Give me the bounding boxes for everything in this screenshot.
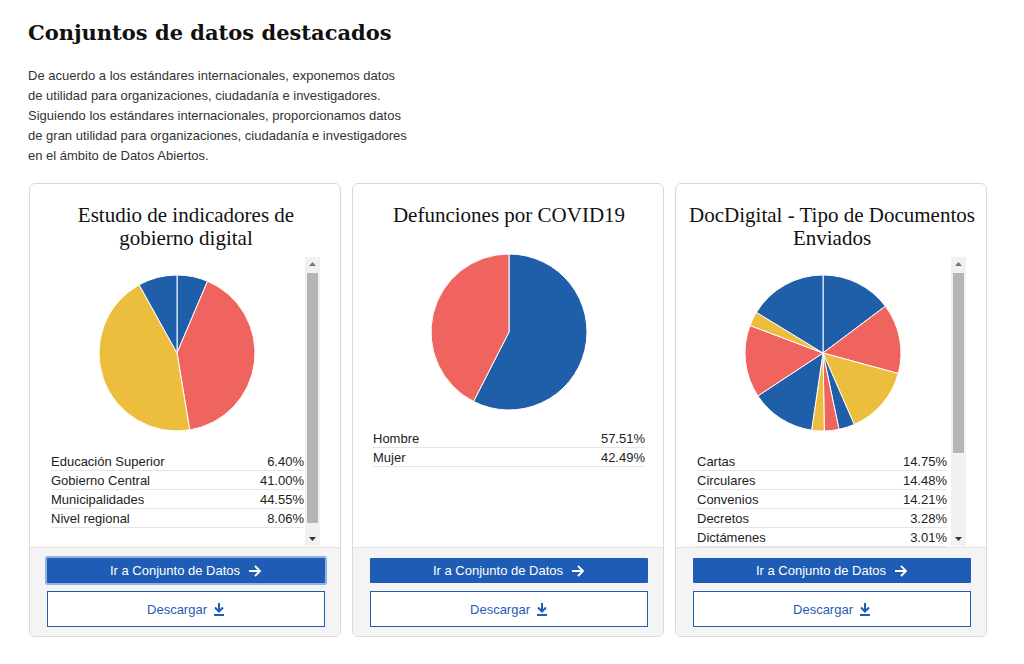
pie-slice[interactable] — [139, 275, 177, 353]
download-icon — [536, 602, 548, 616]
scroll-thumb[interactable] — [953, 273, 964, 453]
legend-label: Educación Superior — [51, 452, 164, 470]
button-label: Ir a Conjunto de Datos — [433, 563, 563, 578]
legend-label: Circulares — [697, 471, 756, 489]
legend-row: Mujer 42.49% — [373, 448, 645, 467]
scroll-arrows — [305, 257, 320, 546]
arrow-icon — [248, 565, 262, 577]
open-dataset-button[interactable]: Ir a Conjunto de Datos — [693, 558, 971, 583]
dataset-card: Defunciones por COVID19Hombre57.51%Mujer… — [352, 183, 664, 637]
card-footer: Ir a Conjunto de Datos Descargar — [30, 547, 340, 636]
download-path — [860, 603, 870, 615]
open-dataset-button[interactable]: Ir a Conjunto de Datos — [370, 558, 648, 583]
button-label: Ir a Conjunto de Datos — [756, 563, 886, 578]
legend-label: Dictámenes — [697, 528, 766, 546]
scroll-up[interactable] — [309, 262, 316, 266]
legend-row: Gobierno Central 41.00% — [51, 471, 304, 490]
legend-row: Cartas 14.75% — [697, 452, 947, 471]
legend-label: Decretos — [697, 509, 749, 527]
scroll-down[interactable] — [955, 537, 962, 541]
dataset-card: DocDigital - Tipo de Documentos Enviados… — [675, 183, 987, 637]
scrollbar[interactable] — [951, 257, 966, 546]
legend-value: 3.01% — [910, 528, 947, 546]
legend-value: 14.75% — [903, 452, 947, 470]
legend-value: 57.51% — [601, 429, 645, 447]
legend-value: 8.06% — [267, 509, 304, 527]
download-path — [214, 603, 224, 615]
download-icon — [213, 602, 225, 616]
chart-title: DocDigital - Tipo de Documentos Enviados — [686, 204, 978, 250]
download-icon — [859, 602, 871, 616]
legend-row: Nivel regional 8.06% — [51, 509, 304, 528]
legend-value: 44.55% — [260, 490, 304, 508]
legend-label: Hombre — [373, 429, 419, 447]
pie-group — [745, 275, 901, 431]
legend: Cartas 14.75% Circulares 14.48% Convenios 14.… — [697, 452, 947, 547]
legend: Hombre 57.51% Mujer 42.49% — [373, 429, 645, 547]
legend-value: 41.00% — [260, 471, 304, 489]
legend-row: Hombre 57.51% — [373, 429, 645, 448]
pie-chart — [353, 184, 663, 444]
legend-value: 42.49% — [601, 448, 645, 466]
legend-label: Municipalidades — [51, 490, 144, 508]
pie-group — [431, 254, 587, 410]
scroll-arrows — [951, 257, 966, 546]
legend-row: Decretos 3.28% — [697, 509, 947, 528]
arrow-path — [249, 566, 260, 576]
scroll-down[interactable] — [309, 537, 316, 541]
legend-value: 6.40% — [267, 452, 304, 470]
download-button[interactable]: Descargar — [693, 591, 971, 627]
legend-row: Municipalidades 44.55% — [51, 490, 304, 509]
legend-label: Gobierno Central — [51, 471, 150, 489]
legend-value: 3.28% — [910, 509, 947, 527]
download-path — [537, 603, 547, 615]
button-label: Descargar — [147, 602, 207, 617]
legend-value: 14.48% — [903, 471, 947, 489]
card-footer: Ir a Conjunto de Datos Descargar — [676, 547, 986, 636]
legend-row: Dictámenes 3.01% — [697, 528, 947, 547]
card-footer: Ir a Conjunto de Datos Descargar — [353, 547, 663, 636]
pie-slice[interactable] — [756, 275, 823, 353]
intro-text: De acuerdo a los estándares internaciona… — [28, 66, 408, 166]
arrow-icon — [571, 565, 585, 577]
pie-chart — [30, 184, 340, 444]
legend: Educación Superior 6.40% Gobierno Central 4… — [51, 452, 304, 547]
open-dataset-button[interactable]: Ir a Conjunto de Datos — [47, 558, 325, 583]
legend-row: Educación Superior 6.40% — [51, 452, 304, 471]
button-label: Ir a Conjunto de Datos — [110, 563, 240, 578]
pie-chart — [676, 184, 986, 444]
dataset-card: Estudio de indicadores de gobierno digit… — [29, 183, 341, 637]
button-label: Descargar — [793, 602, 853, 617]
legend-label: Convenios — [697, 490, 758, 508]
page-title: Conjuntos de datos destacados — [28, 20, 392, 45]
legend-row: Convenios 14.21% — [697, 490, 947, 509]
chart-title: Estudio de indicadores de gobierno digit… — [40, 204, 332, 250]
button-label: Descargar — [470, 602, 530, 617]
legend-label: Cartas — [697, 452, 735, 470]
download-button[interactable]: Descargar — [370, 591, 648, 627]
legend-row: Circulares 14.48% — [697, 471, 947, 490]
arrow-path — [895, 566, 906, 576]
chart-title: Defunciones por COVID19 — [363, 204, 655, 227]
scrollbar[interactable] — [305, 257, 320, 546]
legend-label: Mujer — [373, 448, 406, 466]
pie-slice[interactable] — [431, 254, 509, 401]
arrow-icon — [894, 565, 908, 577]
arrow-path — [572, 566, 583, 576]
pie-slice[interactable] — [823, 353, 839, 431]
pie-slice[interactable] — [177, 281, 255, 430]
legend-label: Nivel regional — [51, 509, 130, 527]
scroll-thumb[interactable] — [307, 273, 318, 523]
download-button[interactable]: Descargar — [47, 591, 325, 627]
scroll-up[interactable] — [955, 262, 962, 266]
pie-group — [99, 275, 255, 431]
legend-value: 14.21% — [903, 490, 947, 508]
